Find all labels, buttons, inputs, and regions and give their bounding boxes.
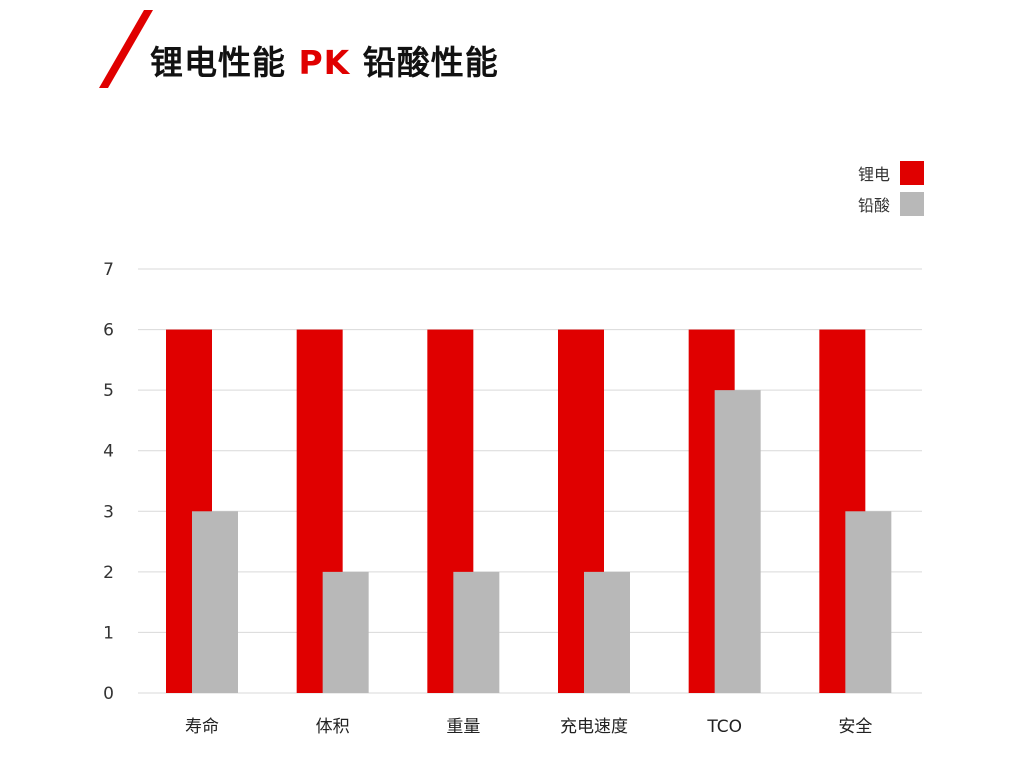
grid-lines [138,268,922,694]
y-tick-label: 1 [103,623,114,643]
bar-lead-acid [192,511,238,693]
title-suffix: 铅酸性能 [350,43,499,82]
bar-lead-acid [845,511,892,693]
y-tick-label: 5 [103,381,114,401]
bar-lead-acid [714,390,761,693]
y-tick-label: 2 [103,563,114,583]
bar-lead-acid [584,571,630,693]
y-axis: 0 1 2 3 4 5 6 7 [103,260,114,704]
x-tick-label: TCO [706,717,742,737]
legend-item-lithium: 锂电 [858,160,924,186]
bar-lead-acid [453,571,500,693]
bars [166,329,892,693]
x-tick-label: 安全 [838,717,872,737]
legend-swatch-lithium [900,161,924,185]
legend-label-lead-acid: 铅酸 [857,196,890,215]
legend: 锂电 铅酸 [858,160,924,222]
title-accent-slash [99,10,153,88]
x-tick-label: 充电速度 [560,717,628,737]
title-prefix: 锂电性能 [150,43,299,82]
page-title: 锂电性能 PK 铅酸性能 [150,46,499,79]
title-accent: PK [298,43,351,82]
x-tick-label: 重量 [446,717,480,737]
legend-swatch-lead-acid [900,192,924,216]
slash-shape [99,10,153,88]
legend-label-lithium: 锂电 [857,165,890,184]
x-tick-label: 体积 [316,717,350,737]
y-tick-label: 0 [103,684,114,704]
x-axis: 寿命 体积 重量 充电速度 TCO 安全 [185,717,872,737]
y-tick-label: 3 [103,502,114,522]
y-tick-label: 4 [103,442,114,462]
y-tick-label: 6 [103,321,114,341]
x-tick-label: 寿命 [185,717,219,737]
y-tick-label: 7 [103,260,114,280]
bar-lead-acid [322,571,369,693]
legend-item-lead-acid: 铅酸 [858,191,924,217]
